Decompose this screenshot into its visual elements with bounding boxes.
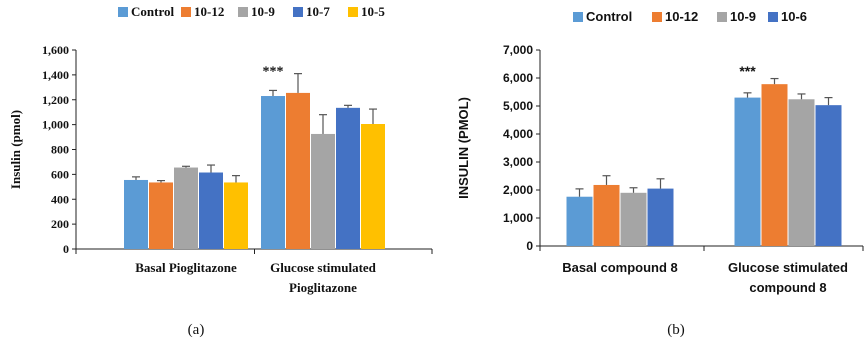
chart-b-y-tick-label-0: 0	[526, 239, 533, 253]
chart-a-legend-label-1: 10-12	[194, 4, 224, 19]
chart-b-panel-label: (b)	[667, 322, 685, 338]
chart-b-category-label-1-1: compound 8	[749, 280, 826, 295]
chart-b-bar-0-0	[566, 196, 593, 246]
chart-b-y-tick-label-1: 1,000	[503, 211, 533, 225]
chart-a-y-tick-label-8: 1,600	[42, 43, 69, 57]
chart-a-bar-3-0	[199, 172, 223, 249]
chart-b: Control 10-12 10-9 10-6 0 1,000 2,000 3,000 4,00…	[456, 9, 864, 338]
chart-a-bar-2-0	[174, 167, 198, 249]
chart-b-category-label-1-0: Glucose stimulated	[728, 260, 848, 275]
chart-b-y-tick-label-4: 4,000	[503, 127, 533, 141]
chart-b-legend-swatch-3	[768, 12, 778, 22]
chart-a-bar-1-1	[286, 92, 310, 249]
chart-b-bar-2-0	[620, 192, 647, 246]
chart-b-bar-1-0	[593, 184, 620, 246]
chart-a-significance-label-0: ***	[263, 64, 284, 79]
chart-a-y-tick-label-1: 200	[51, 217, 69, 231]
chart-a-y-tick-label-4: 800	[51, 143, 69, 157]
chart-a-bar-0-0	[124, 179, 148, 249]
chart-a-legend-label-2: 10-9	[251, 4, 275, 19]
chart-b-y-tick-label-6: 6,000	[503, 71, 533, 85]
chart-b-y-tick-label-5: 5,000	[503, 99, 533, 113]
chart-b-y-axis-label: INSULIN (PMOL)	[456, 97, 471, 199]
chart-b-legend-label-2: 10-9	[730, 9, 756, 24]
chart-a-bar-3-1	[336, 107, 360, 249]
chart-b-bar-3-1	[815, 105, 842, 246]
chart-a-y-tick-label-3: 600	[51, 167, 69, 181]
chart-a-y-tick-label-2: 400	[51, 192, 69, 206]
chart-a-category-label-0-0: Basal Pioglitazone	[135, 260, 237, 275]
chart-a-y-tick-label-6: 1,200	[42, 93, 69, 107]
chart-a-bar-2-1	[311, 133, 335, 249]
chart-b-bar-2-1	[788, 99, 815, 246]
chart-a: Control 10-12 10-9 10-7 10-5 0 200 400 600 800 1,0…	[8, 4, 433, 338]
chart-a-legend-label-0: Control	[131, 4, 174, 19]
chart-b-legend-label-0: Control	[586, 9, 632, 24]
chart-b-legend-label-1: 10-12	[665, 9, 698, 24]
chart-a-legend-swatch-4	[348, 7, 358, 17]
chart-a-legend-swatch-1	[181, 7, 191, 17]
chart-a-y-tick-label-5: 1,000	[42, 118, 69, 132]
chart-a-legend-swatch-3	[293, 7, 303, 17]
chart-b-legend-label-3: 10-6	[781, 9, 807, 24]
chart-b-significance-label-0: ***	[739, 63, 756, 79]
chart-a-panel-label: (a)	[188, 322, 205, 338]
chart-a-bar-4-0	[224, 182, 248, 249]
chart-a-legend-swatch-0	[118, 7, 128, 17]
chart-b-bar-0-1	[734, 97, 761, 246]
chart-a-bar-4-1	[361, 124, 385, 249]
chart-b-legend-swatch-2	[717, 12, 727, 22]
chart-b-y-tick-label-7: 7,000	[503, 43, 533, 57]
chart-a-category-label-1-1: Pioglitazone	[289, 280, 357, 295]
chart-b-legend-swatch-0	[573, 12, 583, 22]
chart-b-y-tick-label-2: 2,000	[503, 183, 533, 197]
chart-b-y-tick-label-3: 3,000	[503, 155, 533, 169]
chart-b-bar-3-0	[647, 188, 674, 246]
chart-a-bar-1-0	[149, 182, 173, 249]
chart-a-legend-label-3: 10-7	[306, 4, 330, 19]
chart-a-legend-label-4: 10-5	[361, 4, 385, 19]
chart-a-bar-0-1	[261, 96, 285, 249]
chart-a-y-axis-label: Insulin (pmol)	[8, 110, 23, 189]
chart-a-legend-swatch-2	[238, 7, 248, 17]
chart-b-category-label-0-0: Basal compound 8	[562, 260, 678, 275]
chart-b-bar-1-1	[761, 84, 788, 246]
chart-a-category-label-1-0: Glucose stimulated	[270, 260, 377, 275]
chart-a-y-tick-label-0: 0	[63, 242, 69, 256]
chart-a-y-tick-label-7: 1,400	[42, 68, 69, 82]
chart-b-legend-swatch-1	[652, 12, 662, 22]
